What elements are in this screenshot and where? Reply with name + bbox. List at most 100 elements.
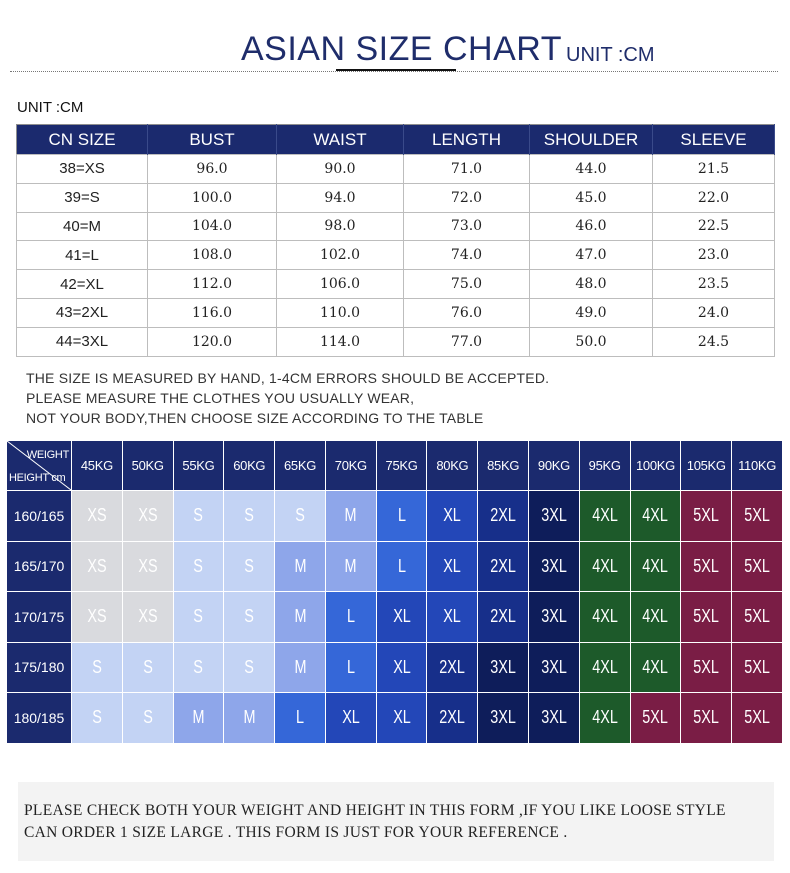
- size-column-header: SHOULDER: [529, 124, 653, 155]
- size-label: S: [92, 707, 102, 728]
- measurement-cell: 23.0: [652, 240, 775, 271]
- size-recommendation-cell: S: [172, 490, 225, 542]
- size-label: 5XL: [693, 707, 720, 728]
- size-label: 2XL: [439, 656, 466, 677]
- size-recommendation-cell: 5XL: [731, 641, 783, 693]
- size-recommendation-cell: 2XL: [477, 540, 530, 592]
- size-recommendation-cell: 5XL: [680, 692, 733, 744]
- size-recommendation-cell: S: [172, 641, 225, 693]
- weight-column-header: 75KG: [375, 440, 428, 491]
- size-recommendation-cell: XL: [426, 490, 479, 542]
- size-recommendation-cell: M: [172, 692, 225, 744]
- corner-diagonal: [7, 441, 71, 490]
- measurement-cell: 114.0: [276, 326, 404, 357]
- weight-column-header: 65KG: [274, 440, 326, 491]
- height-row-header: 175/180: [6, 641, 72, 693]
- size-label: 5XL: [744, 505, 770, 526]
- size-label: 4XL: [591, 555, 618, 576]
- size-label: S: [193, 505, 204, 526]
- footer-line: PLEASE CHECK BOTH YOUR WEIGHT AND HEIGHT…: [24, 802, 726, 819]
- size-recommendation-cell: 2XL: [477, 591, 530, 643]
- size-name-cell: 40=M: [16, 211, 148, 242]
- table-row: 175/180 S S S S M L XL 2XL 3XL 3XL 4XL 4XL 5XL 5XL: [6, 641, 783, 693]
- size-label: 4XL: [642, 606, 669, 627]
- measurement-cell: 24.5: [652, 326, 775, 357]
- weight-column-header: 110KG: [731, 440, 783, 491]
- height-row-header: 170/175: [6, 591, 72, 643]
- weight-column-header: 50KG: [121, 440, 174, 491]
- size-recommendation-cell: XL: [324, 692, 377, 744]
- measurement-cell: 22.5: [652, 211, 775, 242]
- size-label: S: [244, 656, 255, 677]
- size-label: 5XL: [744, 606, 770, 627]
- size-label: 5XL: [744, 656, 770, 677]
- size-recommendation-cell: 3XL: [477, 641, 530, 693]
- size-recommendation-cell: XS: [71, 490, 123, 542]
- size-recommendation-cell: 4XL: [578, 641, 631, 693]
- size-label: 5XL: [693, 656, 720, 677]
- size-label: XS: [87, 555, 107, 576]
- size-name-cell: 42=XL: [16, 269, 148, 299]
- size-recommendation-cell: 5XL: [680, 490, 733, 542]
- size-recommendation-cell: 2XL: [426, 692, 479, 744]
- size-label: 3XL: [541, 656, 567, 677]
- size-recommendation-cell: XS: [121, 540, 174, 592]
- table-row: 41=L 108.0 102.0 74.0 47.0 23.0: [16, 240, 775, 271]
- size-label: 5XL: [693, 505, 720, 526]
- size-label: XL: [443, 555, 462, 576]
- size-recommendation-cell: XS: [121, 490, 174, 542]
- size-label: S: [142, 656, 153, 677]
- size-label: 3XL: [490, 656, 516, 677]
- size-label: M: [294, 606, 307, 627]
- size-recommendation-cell: XS: [71, 591, 123, 643]
- measurement-cell: 116.0: [147, 297, 277, 328]
- size-label: 5XL: [642, 707, 669, 728]
- measurement-cell: 72.0: [403, 182, 530, 213]
- size-recommendation-cell: M: [274, 540, 326, 592]
- size-table-body: 38=XS 96.0 90.0 71.0 44.0 21.5 39=S 100.0 94.0 72…: [16, 154, 775, 357]
- size-recommendation-cell: 3XL: [528, 490, 580, 542]
- measurement-cell: 94.0: [276, 182, 404, 213]
- size-recommendation-cell: S: [223, 490, 276, 542]
- size-recommendation-cell: S: [121, 692, 174, 744]
- size-recommendation-cell: 4XL: [629, 641, 682, 693]
- size-recommendation-cell: 4XL: [629, 591, 682, 643]
- size-recommendation-cell: 4XL: [578, 692, 631, 744]
- size-recommendation-cell: 3XL: [477, 692, 530, 744]
- size-recommendation-cell: M: [324, 490, 377, 542]
- size-label: 5XL: [744, 707, 770, 728]
- size-recommendation-cell: XS: [71, 540, 123, 592]
- size-recommendation-cell: 3XL: [528, 692, 580, 744]
- size-label: S: [244, 505, 255, 526]
- weight-column-header: 55KG: [172, 440, 225, 491]
- size-measurement-table: CN SIZE BUST WAIST LENGTH SHOULDER SLEEVE 38=…: [16, 124, 775, 357]
- size-label: S: [244, 555, 255, 576]
- size-recommendation-cell: 5XL: [680, 591, 733, 643]
- grid-corner-cell: WEIGHT HEIGHT cm: [6, 440, 72, 491]
- size-label: XL: [341, 707, 360, 728]
- size-name-cell: 38=XS: [16, 154, 148, 184]
- measurement-cell: 75.0: [403, 269, 530, 299]
- size-column-header: BUST: [147, 124, 277, 155]
- size-name-cell: 44=3XL: [16, 326, 148, 357]
- size-recommendation-cell: M: [274, 641, 326, 693]
- size-recommendation-cell: 4XL: [629, 540, 682, 592]
- size-recommendation-cell: 5XL: [731, 490, 783, 542]
- size-label: S: [244, 606, 255, 627]
- size-label: S: [193, 656, 204, 677]
- size-label: XS: [87, 505, 107, 526]
- size-label: XL: [392, 606, 411, 627]
- measurement-cell: 96.0: [147, 154, 277, 184]
- measurement-cell: 45.0: [529, 182, 653, 213]
- measurement-cell: 100.0: [147, 182, 277, 213]
- size-label: 3XL: [541, 555, 567, 576]
- size-label: S: [193, 606, 204, 627]
- size-recommendation-cell: S: [274, 490, 326, 542]
- size-recommendation-cell: XL: [375, 641, 428, 693]
- table-row: 38=XS 96.0 90.0 71.0 44.0 21.5: [16, 154, 775, 184]
- size-recommendation-cell: 2XL: [426, 641, 479, 693]
- size-label: 2XL: [490, 505, 516, 526]
- size-label: S: [142, 707, 153, 728]
- size-label: 5XL: [693, 606, 720, 627]
- size-label: 4XL: [642, 505, 669, 526]
